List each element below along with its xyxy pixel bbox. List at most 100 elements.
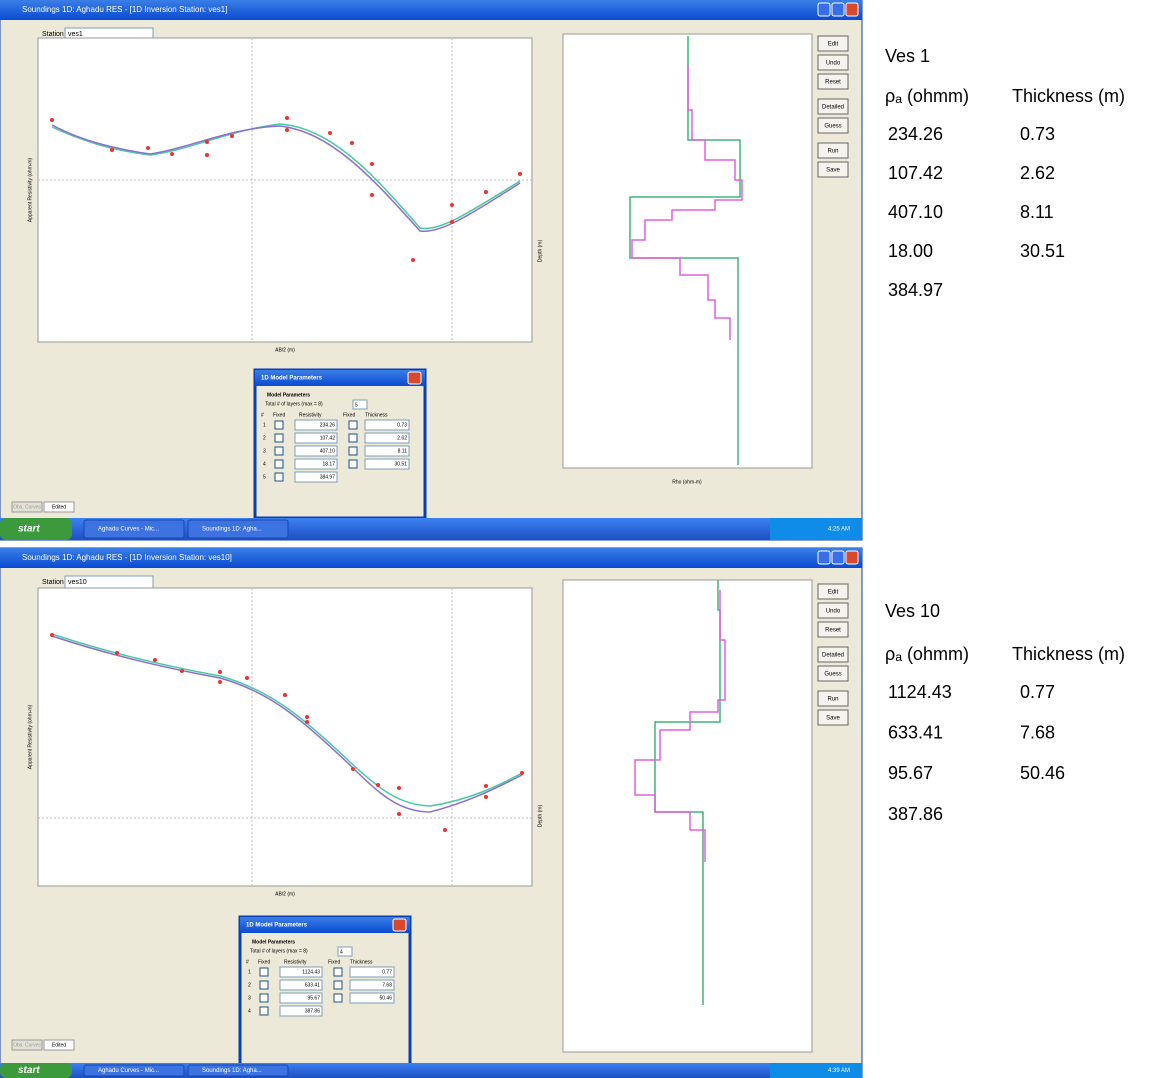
resistivity-value: 1124.43 — [302, 969, 320, 975]
column-header: ρₐ (ohmm) — [885, 86, 969, 106]
checkbox[interactable] — [334, 994, 342, 1002]
station-value: ves1 — [68, 31, 83, 38]
thickness-value: 2.62 — [397, 435, 407, 441]
checkbox[interactable] — [260, 981, 268, 989]
layers-value: 5 — [355, 402, 358, 408]
result-title: Ves 10 — [885, 601, 940, 621]
row-index: 4 — [263, 461, 266, 467]
resistivity-value: 18.00 — [888, 241, 933, 261]
button-label: Undo — [826, 61, 841, 67]
checkbox[interactable] — [349, 421, 357, 429]
column-header: Resistivity — [284, 959, 307, 965]
checkbox[interactable] — [334, 981, 342, 989]
checkbox[interactable] — [275, 421, 283, 429]
layers-value: 4 — [340, 949, 343, 955]
row-index: 1 — [248, 969, 251, 975]
layers-label: Total # of layers (max = 8) — [250, 948, 308, 954]
column-header: # — [261, 412, 264, 418]
task-label: Soundings 1D: Agha... — [202, 1068, 262, 1074]
thickness-value: 0.73 — [397, 422, 407, 428]
window-control[interactable] — [846, 551, 858, 564]
station-label: Station — [42, 31, 64, 38]
column-header: Fixed — [343, 412, 355, 418]
close-button[interactable] — [393, 919, 406, 931]
checkbox[interactable] — [349, 460, 357, 468]
thickness-value: 0.73 — [1020, 124, 1055, 144]
resistivity-value: 407.10 — [320, 448, 336, 454]
x-axis-label: AB/2 (m) — [275, 891, 295, 897]
resistivity-value: 633.41 — [305, 982, 321, 988]
result-title: Ves 1 — [885, 46, 930, 66]
button-label: Guess — [824, 672, 841, 678]
x-axis-label: AB/2 (m) — [275, 347, 295, 353]
resistivity-value: 407.10 — [888, 202, 943, 222]
checkbox[interactable] — [275, 473, 283, 481]
tab-label: Edited — [52, 504, 66, 510]
button-label: Undo — [826, 609, 841, 615]
row-index: 2 — [263, 435, 266, 441]
tab-label: Obs. Curves — [13, 1042, 41, 1048]
column-header: Thickness (m) — [1012, 86, 1125, 106]
start-label: start — [18, 1065, 40, 1076]
group-label: Model Parameters — [252, 939, 295, 945]
window-control[interactable] — [832, 551, 844, 564]
clock: 4:25 AM — [828, 527, 850, 533]
resistivity-value: 107.42 — [888, 163, 943, 183]
checkbox[interactable] — [275, 447, 283, 455]
task-label: Aghadu Curves - Mic... — [98, 1068, 159, 1074]
checkbox[interactable] — [260, 1007, 268, 1015]
checkbox[interactable] — [275, 434, 283, 442]
button-label: Reset — [825, 628, 841, 634]
row-index: 4 — [248, 1008, 251, 1014]
checkbox[interactable] — [260, 968, 268, 976]
y-axis-label: Depth (m) — [537, 805, 543, 828]
row-index: 2 — [248, 982, 251, 988]
close-button[interactable] — [408, 372, 421, 384]
button-label: Save — [826, 168, 840, 174]
checkbox[interactable] — [275, 460, 283, 468]
resistivity-value: 18.17 — [322, 461, 335, 467]
column-header: Resistivity — [299, 412, 322, 418]
thickness-value: 30.51 — [1020, 241, 1065, 261]
row-index: 3 — [263, 448, 266, 454]
group-label: Model Parameters — [267, 392, 310, 398]
thickness-value: 2.62 — [1020, 163, 1055, 183]
button-label: Reset — [825, 80, 841, 86]
window-control[interactable] — [832, 3, 844, 16]
checkbox[interactable] — [349, 434, 357, 442]
button-label: Detailed — [822, 105, 844, 111]
window-control[interactable] — [818, 3, 830, 16]
window-control[interactable] — [818, 551, 830, 564]
thickness-value: 50.46 — [1020, 763, 1065, 783]
checkbox[interactable] — [334, 968, 342, 976]
row-index: 1 — [263, 422, 266, 428]
clock: 4:39 AM — [828, 1068, 850, 1074]
x-axis-label: Rho (ohm-m) — [672, 479, 702, 485]
resistivity-value: 95.67 — [307, 995, 320, 1001]
resistivity-value: 384.97 — [320, 474, 336, 480]
button-label: Detailed — [822, 653, 844, 659]
column-header: Fixed — [258, 959, 270, 965]
y-axis-label: Apparent Resistivity (ohm-m) — [27, 704, 33, 769]
row-index: 5 — [263, 474, 266, 480]
resistivity-value: 387.86 — [305, 1008, 321, 1014]
checkbox[interactable] — [349, 447, 357, 455]
task-label: Soundings 1D: Agha... — [202, 527, 262, 533]
y-axis-label: Apparent Resistivity (ohm-m) — [27, 157, 33, 222]
button-label: Run — [827, 697, 838, 703]
column-header: # — [246, 959, 249, 965]
window-control[interactable] — [846, 3, 858, 16]
layers-label: Total # of layers (max = 8) — [265, 401, 323, 407]
page: Soundings 1D: Aghadu RES - [1D Inversion… — [0, 0, 1150, 1078]
dialog-title: 1D Model Parameters — [246, 923, 308, 929]
row-index: 3 — [248, 995, 251, 1001]
resistivity-value: 95.67 — [888, 763, 933, 783]
checkbox[interactable] — [260, 994, 268, 1002]
window-title: Soundings 1D: Aghadu RES - [1D Inversion… — [22, 553, 232, 562]
thickness-value: 7.68 — [1020, 722, 1055, 742]
sounding-plot — [38, 38, 532, 342]
button-label: Run — [827, 149, 838, 155]
column-header: Thickness — [350, 959, 373, 965]
column-header: Fixed — [328, 959, 340, 965]
button-label: Edit — [828, 590, 839, 596]
